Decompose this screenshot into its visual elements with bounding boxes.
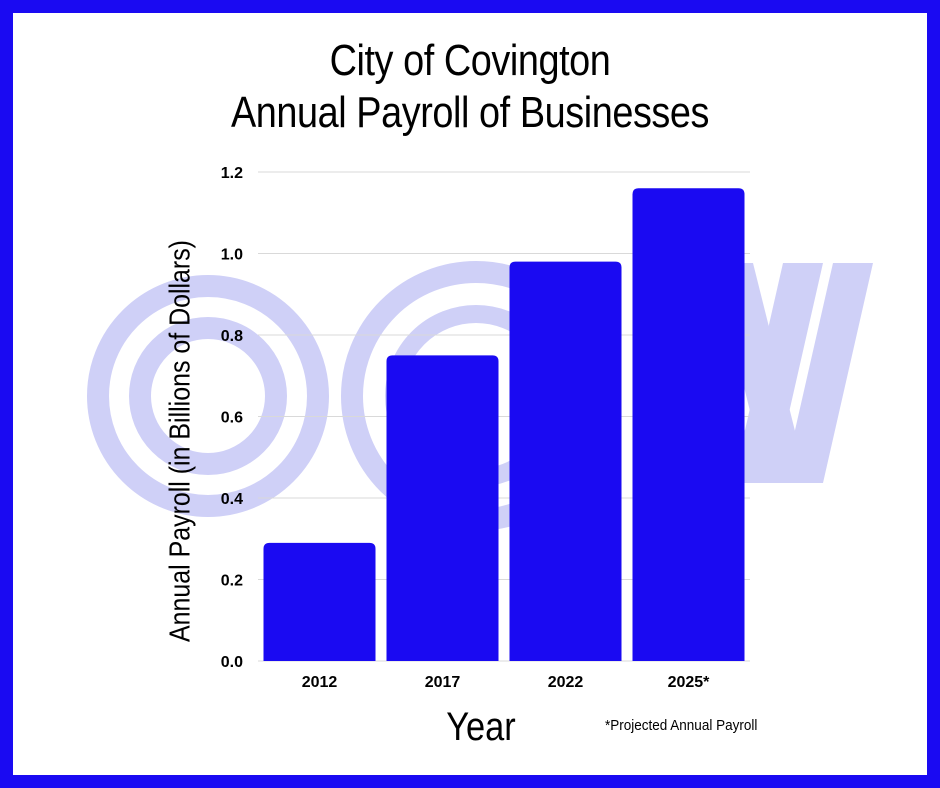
y-axis-label: Annual Payroll (in Billions of Dollars) xyxy=(164,240,197,642)
y-tick-label: 1.2 xyxy=(221,165,243,182)
bar-2017 xyxy=(386,355,499,661)
x-tick-label: 2025* xyxy=(668,674,711,691)
chart-title-line-2: Annual Payroll of Businesses xyxy=(230,88,710,137)
bar-2025 xyxy=(632,188,745,662)
bar-2012 xyxy=(263,542,376,661)
x-tick-label: 2022 xyxy=(548,674,584,691)
y-tick-label: 0.0 xyxy=(221,654,243,671)
chart-frame: City of Covington Annual Payroll of Busi… xyxy=(13,13,927,775)
projection-footnote: *Projected Annual Payroll xyxy=(605,717,758,734)
y-tick-label: 0.2 xyxy=(221,573,243,590)
chart-title-line-1: City of Covington xyxy=(329,36,611,85)
y-tick-label: 0.6 xyxy=(221,410,243,427)
y-tick-label: 1.0 xyxy=(221,247,243,264)
x-tick-label: 2017 xyxy=(425,674,461,691)
bar-2022 xyxy=(509,261,622,661)
x-tick-labels: 2012 2017 2022 2025* xyxy=(302,674,710,691)
bar-chart: 0.0 0.2 0.4 0.6 0.8 1.0 1.2 2012 2017 2022 2025* xyxy=(221,165,750,691)
y-tick-label: 0.8 xyxy=(221,328,243,345)
chart-title: City of Covington Annual Payroll of Busi… xyxy=(77,35,863,139)
y-tick-label: 0.4 xyxy=(221,491,243,508)
x-tick-label: 2012 xyxy=(302,674,338,691)
x-axis-label: Year xyxy=(446,705,516,749)
y-tick-labels: 0.0 0.2 0.4 0.6 0.8 1.0 1.2 xyxy=(221,165,243,671)
bars xyxy=(263,188,745,662)
